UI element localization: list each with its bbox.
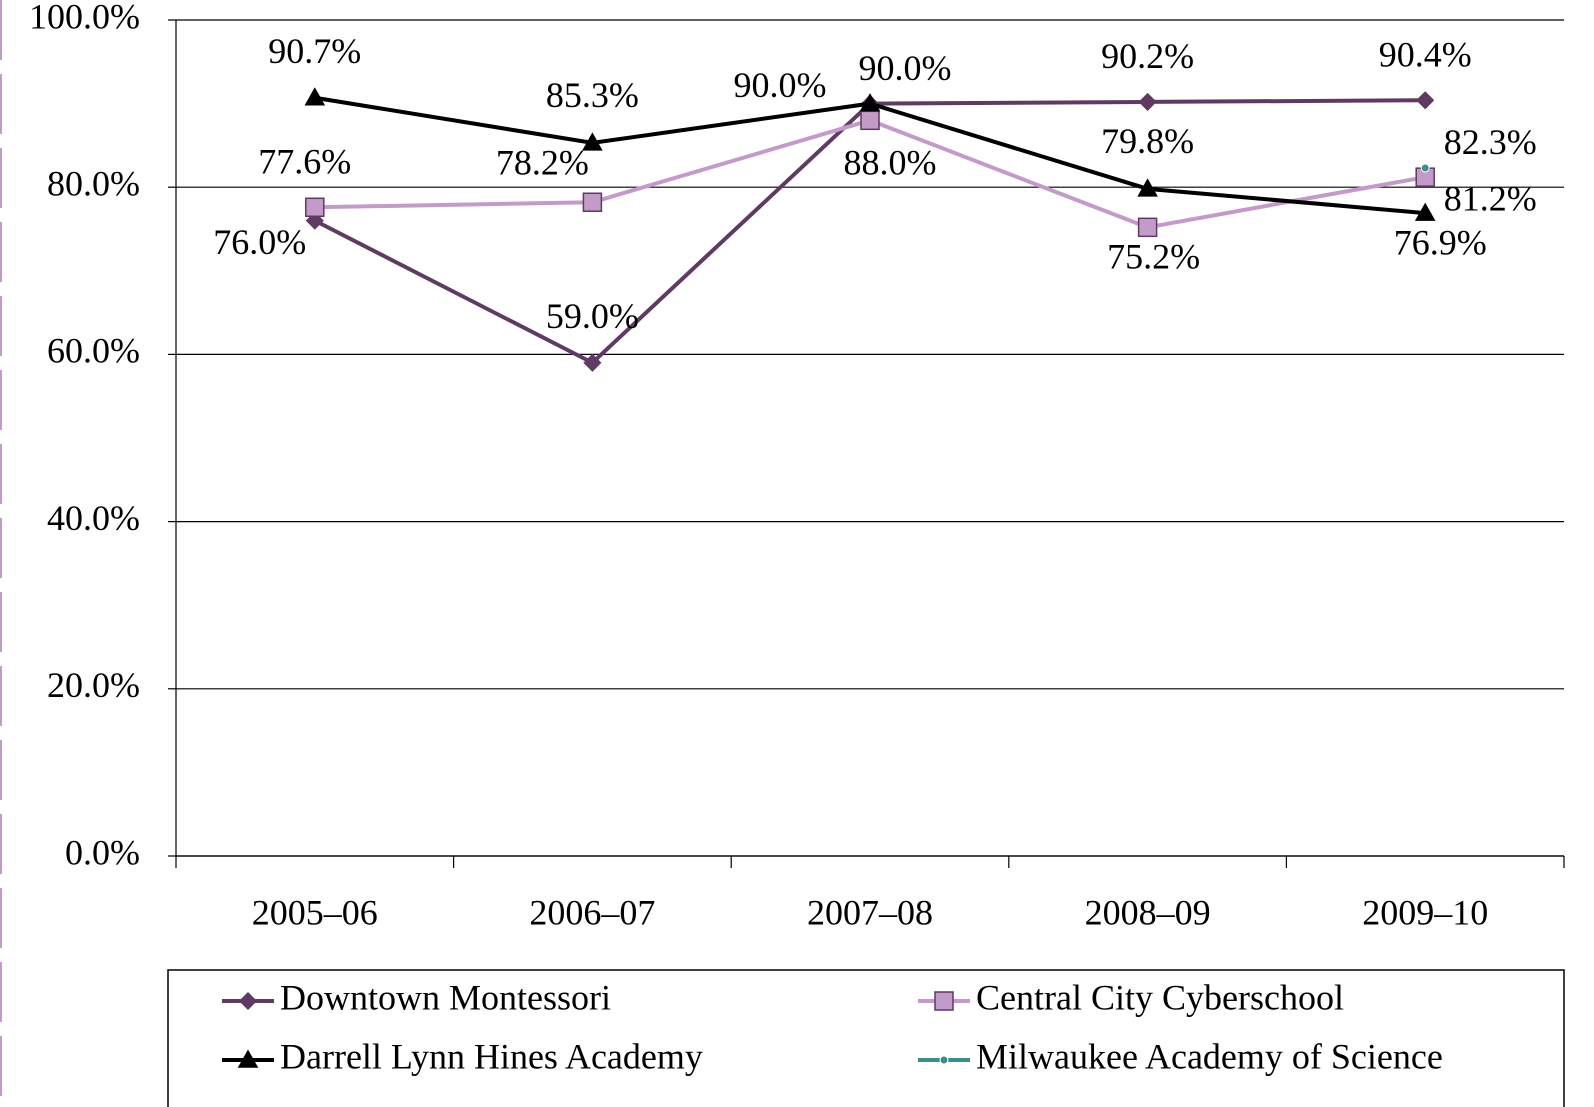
- legend-marker: [238, 991, 258, 1011]
- legend-marker: [237, 1049, 259, 1068]
- y-tick-label: 40.0%: [47, 498, 140, 538]
- legend-label: Central City Cyberschool: [976, 977, 1344, 1017]
- data-label: 81.2%: [1444, 178, 1537, 218]
- data-label: 78.2%: [496, 143, 589, 183]
- data-label: 90.0%: [859, 48, 952, 88]
- legend-marker: [939, 1055, 949, 1065]
- data-point: [304, 87, 326, 106]
- data-point: [582, 192, 603, 212]
- y-tick-label: 80.0%: [47, 163, 140, 203]
- legend-box: [167, 969, 1565, 1107]
- data-label: 79.8%: [1101, 121, 1194, 161]
- legend-label: Milwaukee Academy of Science: [976, 1036, 1443, 1076]
- data-point: [305, 197, 325, 218]
- data-point: [859, 93, 881, 112]
- data-label: 85.3%: [546, 75, 639, 115]
- x-tick-label: 2009–10: [1362, 892, 1488, 932]
- data-label: 75.2%: [1107, 237, 1200, 277]
- legend-label: Darrell Lynn Hines Academy: [280, 1036, 703, 1076]
- y-tick-label: 20.0%: [47, 665, 140, 705]
- data-label: 77.6%: [258, 142, 351, 182]
- y-tick-label: 60.0%: [47, 331, 140, 371]
- data-label: 76.9%: [1394, 222, 1487, 262]
- data-label: 76.0%: [213, 222, 306, 262]
- x-tick-label: 2005–06: [252, 892, 378, 932]
- data-label: 88.0%: [844, 143, 937, 183]
- x-tick-label: 2008–09: [1085, 892, 1211, 932]
- data-label: 90.7%: [268, 31, 361, 71]
- data-point: [1137, 217, 1158, 238]
- data-point: [860, 110, 880, 131]
- y-tick-label: 0.0%: [65, 832, 140, 872]
- data-point: [1414, 202, 1436, 221]
- data-point: [1420, 163, 1430, 173]
- data-label: 90.4%: [1379, 35, 1472, 75]
- x-tick-label: 2006–07: [529, 892, 655, 932]
- data-label: 90.0%: [734, 65, 827, 105]
- data-point: [583, 353, 602, 372]
- legend-marker: [934, 991, 954, 1011]
- data-point: [1138, 92, 1157, 111]
- data-label: 90.2%: [1101, 36, 1194, 76]
- x-tick-label: 2007–08: [807, 892, 933, 932]
- data-point: [1416, 91, 1435, 110]
- data-label: 59.0%: [546, 296, 639, 336]
- series-line: [313, 98, 1426, 366]
- legend-label: Downtown Montessori: [280, 977, 611, 1017]
- data-point: [582, 132, 603, 151]
- y-tick-label: 100.0%: [29, 0, 140, 36]
- data-label: 82.3%: [1444, 122, 1537, 162]
- data-point: [1137, 178, 1158, 197]
